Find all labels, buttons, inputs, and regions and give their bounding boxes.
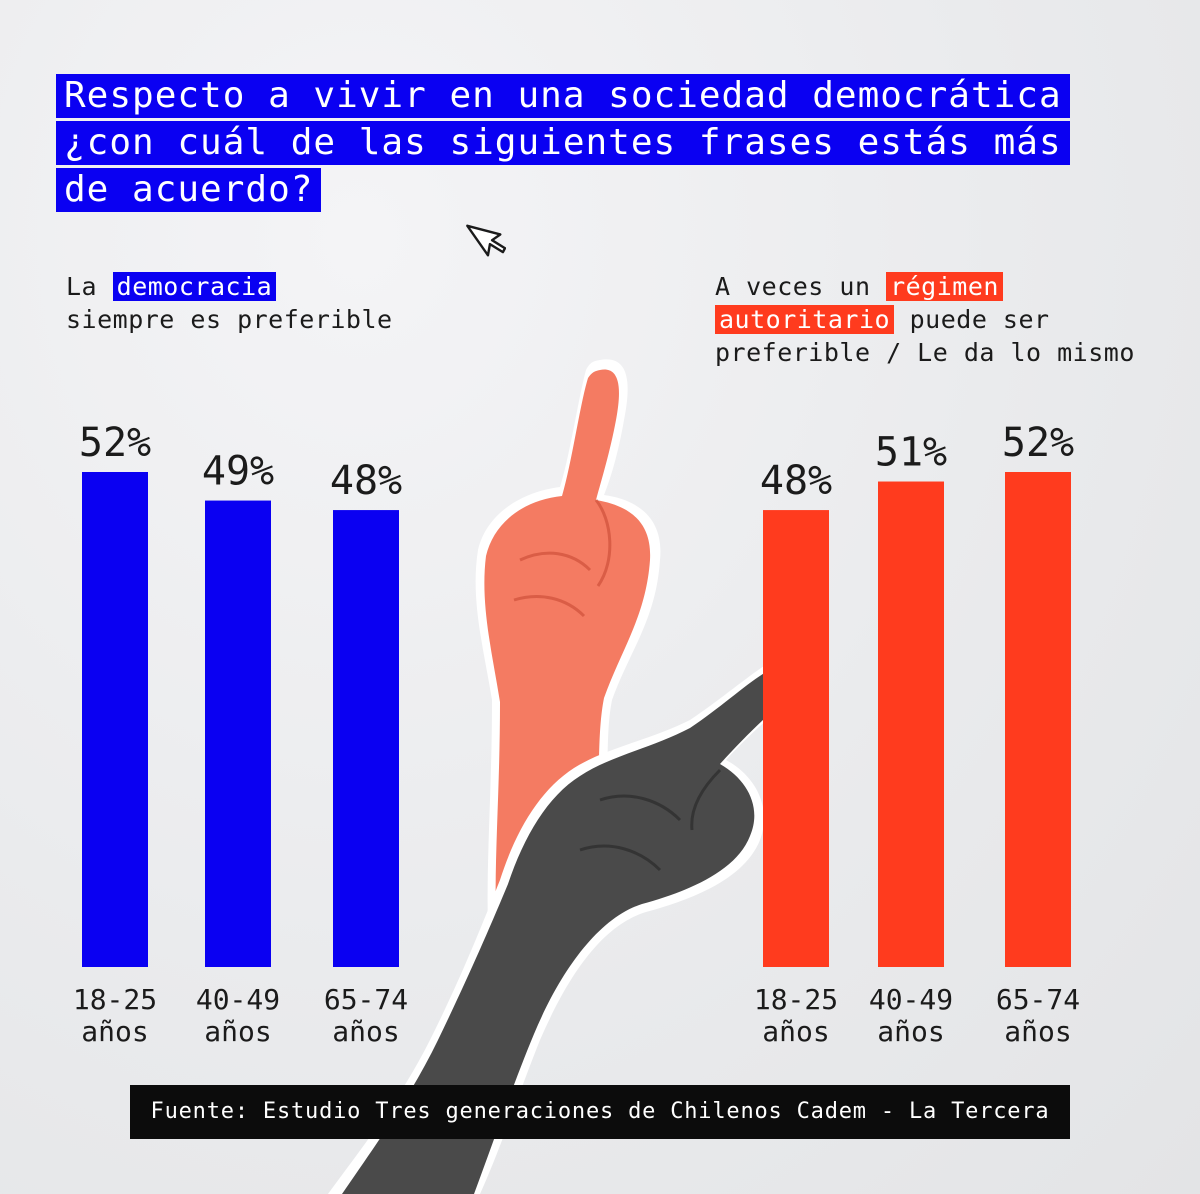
category-label-right-2-line-1: 40-49: [869, 983, 953, 1016]
title-line-2: ¿con cuál de las siguientes frases estás…: [56, 121, 1070, 165]
bar-left-3: [333, 510, 399, 967]
hand-pointing-up-illustration: [475, 359, 661, 930]
bar-left-2: [205, 500, 271, 967]
left-label-highlight: democracia: [112, 272, 277, 301]
right-label-line3: preferible / Le da lo mismo: [715, 338, 1135, 367]
right-label-line1-highlight: régimen: [886, 272, 1003, 301]
source-note: Fuente: Estudio Tres generaciones de Chi…: [130, 1085, 1070, 1139]
value-label-left-3: 48%: [330, 458, 402, 504]
category-label-left-1-line-1: 18-25: [73, 983, 157, 1016]
bar-left-1: [82, 472, 148, 967]
value-label-left-1: 52%: [79, 420, 151, 466]
hand-pointing-diagonal-illustration: [328, 657, 801, 1194]
category-label-left-1-line-2: años: [81, 1015, 148, 1048]
title-line-3: de acuerdo?: [56, 168, 322, 212]
value-label-right-2: 51%: [875, 430, 947, 476]
bar-right-1: [763, 510, 829, 967]
category-label-right-3-line-1: 65-74: [996, 983, 1080, 1016]
left-label-line2: siempre es preferible: [66, 305, 393, 334]
category-label-left-3-line-2: años: [332, 1015, 399, 1048]
category-label-right-1-line-1: 18-25: [754, 983, 838, 1016]
category-label-right-3-line-2: años: [1004, 1015, 1071, 1048]
bar-right-2: [878, 481, 944, 967]
category-label-left-2-line-1: 40-49: [196, 983, 280, 1016]
right-label-line2-suffix: puede ser: [894, 305, 1050, 334]
category-label-right-2-line-2: años: [877, 1015, 944, 1048]
value-label-right-3: 52%: [1002, 420, 1074, 466]
left-series-label: La democracia siempre es preferible: [66, 270, 393, 336]
right-label-line2-highlight: autoritario: [715, 305, 895, 334]
category-label-left-3-line-1: 65-74: [324, 983, 408, 1016]
bars-layer: 52%18-25años49%40-49años48%65-74años48%1…: [73, 420, 1080, 1048]
cursor-arrow-icon: [466, 224, 506, 257]
category-label-left-2-line-2: años: [204, 1015, 271, 1048]
category-label-right-1-line-2: años: [762, 1015, 829, 1048]
title-line-1: Respecto a vivir en una sociedad democrá…: [56, 74, 1070, 118]
value-label-left-2: 49%: [202, 449, 274, 495]
bar-right-3: [1005, 472, 1071, 967]
right-series-label: A veces un régimen autoritario puede ser…: [715, 270, 1135, 369]
right-label-line1-prefix: A veces un: [715, 272, 887, 301]
left-label-prefix: La: [66, 272, 113, 301]
value-label-right-1: 48%: [760, 458, 832, 504]
